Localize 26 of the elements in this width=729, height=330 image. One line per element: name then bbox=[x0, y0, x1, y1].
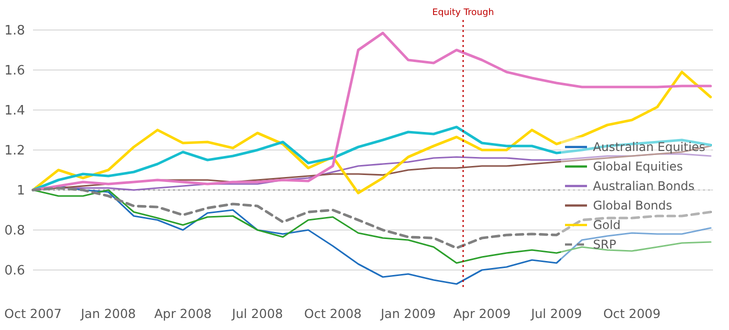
x-tick-label: Jan 2008 bbox=[80, 306, 136, 321]
legend-label: SRP bbox=[593, 238, 616, 252]
y-tick-label: 0.8 bbox=[4, 224, 25, 239]
x-tick-label: Jul 2008 bbox=[231, 306, 283, 321]
y-tick-label: 1.8 bbox=[4, 24, 25, 39]
line-series bbox=[32, 189, 712, 264]
legend-label: Global Equities bbox=[593, 160, 683, 174]
legend-label: Australian Bonds bbox=[593, 179, 695, 194]
x-tick-label: Oct 2008 bbox=[304, 306, 362, 321]
x-tick-label: Apr 2009 bbox=[453, 306, 511, 321]
y-tick-label: 1.2 bbox=[4, 144, 25, 159]
ref-line-label: Equity Trough bbox=[432, 8, 494, 18]
y-tick-label: 1 bbox=[16, 184, 25, 199]
x-tick-label: Jan 2009 bbox=[380, 306, 436, 321]
x-tick-label: Oct 2007 bbox=[4, 306, 62, 321]
x-tick-label: Apr 2008 bbox=[154, 306, 212, 321]
line-series bbox=[32, 126, 712, 192]
x-tick-label: Oct 2009 bbox=[603, 306, 661, 321]
y-tick-label: 1.4 bbox=[4, 104, 25, 119]
legend-label: Global Bonds bbox=[593, 198, 672, 213]
legend-label: Gold bbox=[593, 218, 621, 232]
y-tick-label: 1.6 bbox=[4, 64, 25, 79]
line-series bbox=[32, 32, 712, 192]
x-tick-label: Jul 2009 bbox=[530, 306, 582, 321]
y-tick-label: 0.6 bbox=[4, 264, 25, 279]
line-series bbox=[32, 70, 712, 194]
